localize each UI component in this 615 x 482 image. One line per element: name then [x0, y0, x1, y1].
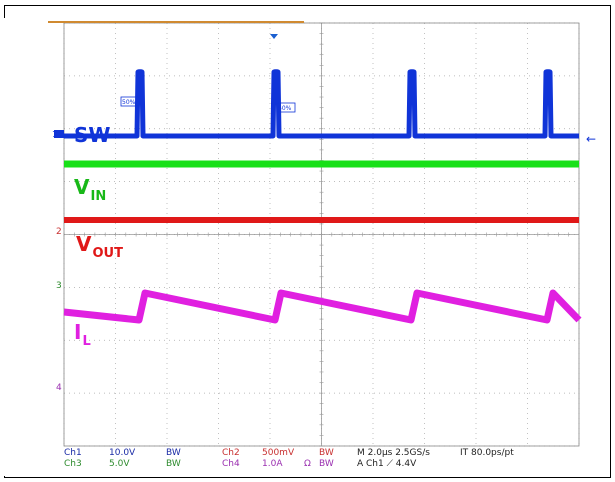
right-arrow-icon: ←: [586, 132, 596, 146]
ch1-marker-label: 1: [52, 130, 57, 139]
oscilloscope-screen: 1 2 3 4 ← 50% 50% SW VIN VOUT IL: [4, 18, 609, 476]
graticule-grid: [63, 22, 580, 447]
waveform-traces: [63, 69, 582, 324]
ch2-scale: 500mV: [262, 448, 295, 458]
ch1-scale: 10.0V: [109, 448, 136, 458]
ch2-marker-label: 2: [56, 227, 62, 237]
ch3-marker-label: 3: [56, 281, 62, 291]
trigger-info: A Ch1 ⟋ 4.4V: [357, 459, 417, 469]
cursor-tag-2-label: 50%: [278, 105, 292, 112]
sw-pulse: [545, 69, 551, 137]
ch4-scale: 1.0A: [262, 459, 283, 469]
il-label: IL: [74, 320, 91, 349]
ch1-bw: BW: [166, 448, 181, 458]
graticule-border: [63, 22, 580, 447]
sw-pulse: [137, 69, 143, 137]
ch1-label: Ch1: [64, 448, 82, 458]
ch3-label: Ch3: [64, 459, 82, 469]
ch1-marker: 1: [52, 130, 64, 139]
status-bar: Ch1 10.0V BW Ch2 500mV BW M 2.0µs 2.5GS/…: [64, 448, 594, 476]
ch4-marker-label: 4: [56, 383, 62, 393]
timebase: M 2.0µs 2.5GS/s: [357, 448, 430, 458]
sw-label: SW: [74, 123, 110, 147]
cursor-tag-1-label: 50%: [122, 99, 136, 106]
interpolation: IT 80.0ps/pt: [460, 448, 514, 458]
ch2-label: Ch2: [222, 448, 240, 458]
ch4-ohm-icon: Ω: [304, 459, 311, 469]
trigger-position-marker: [270, 34, 278, 39]
vin-label: VIN: [74, 175, 106, 204]
cursor-tag-1: 50%: [120, 96, 140, 107]
ch4-label: Ch4: [222, 459, 240, 469]
sw-pulse: [409, 69, 415, 137]
scope-display: 1 2 3 4 ← 50% 50% SW VIN VOUT IL: [48, 21, 596, 447]
cursor-tag-2: 50%: [276, 102, 296, 113]
vout-label: VOUT: [76, 232, 123, 261]
ch4-bw: BW: [319, 459, 334, 469]
ch2-bw: BW: [319, 448, 334, 458]
ch3-bw: BW: [166, 459, 181, 469]
il-trace: [63, 289, 582, 324]
ch3-scale: 5.0V: [109, 459, 130, 469]
